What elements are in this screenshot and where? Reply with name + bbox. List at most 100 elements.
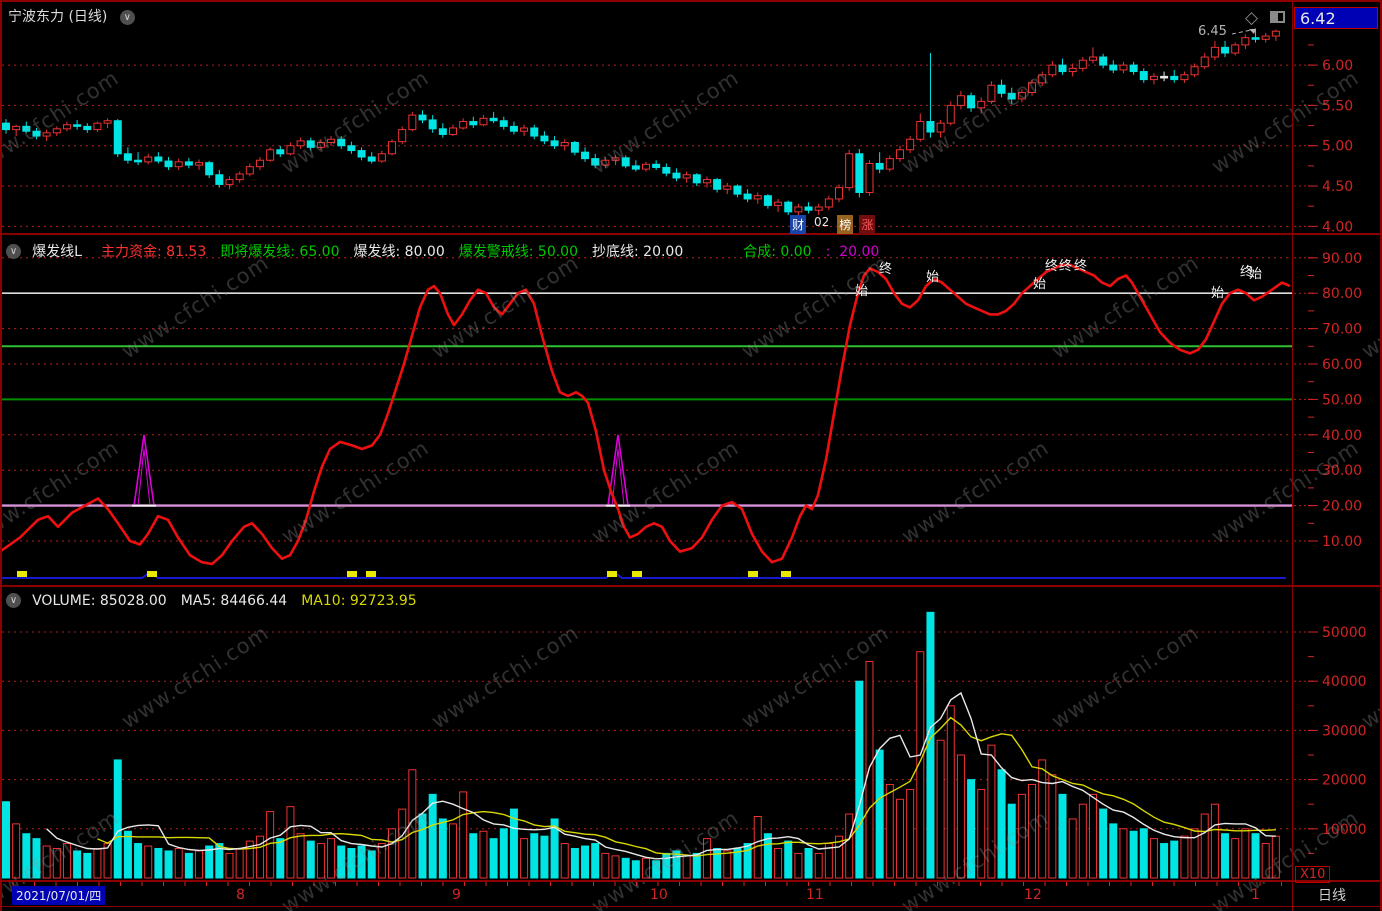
candle bbox=[774, 201, 783, 206]
candle bbox=[550, 140, 559, 147]
collapse-indicator-icon[interactable]: ∨ bbox=[6, 244, 21, 259]
event-badge-row: 财 02 榜涨 bbox=[790, 214, 881, 234]
candle bbox=[1180, 74, 1189, 81]
indicator-value-segment: 抄底线: 20.00 bbox=[592, 244, 684, 260]
candle bbox=[245, 166, 254, 175]
candle bbox=[42, 132, 51, 137]
panel-layout-icon[interactable] bbox=[1270, 11, 1285, 23]
candle bbox=[22, 125, 31, 132]
candle bbox=[997, 84, 1006, 94]
candle bbox=[682, 174, 691, 179]
candle bbox=[103, 120, 112, 124]
event-badge[interactable]: 财 bbox=[790, 215, 807, 234]
candle bbox=[967, 95, 976, 109]
candle bbox=[662, 166, 671, 174]
start-end-marker: 始 bbox=[1033, 277, 1046, 292]
candle bbox=[337, 138, 346, 147]
month-label: 9 bbox=[452, 887, 461, 903]
candle bbox=[1129, 64, 1138, 73]
volume-unit-label: X10 bbox=[1295, 866, 1331, 883]
candle bbox=[824, 198, 833, 208]
candle bbox=[702, 179, 711, 184]
candle bbox=[946, 104, 955, 124]
candle bbox=[804, 206, 813, 211]
border-left bbox=[0, 0, 2, 911]
candle bbox=[1149, 75, 1158, 81]
axis-divider bbox=[1292, 0, 1293, 911]
candle bbox=[1068, 67, 1077, 73]
candle bbox=[509, 125, 518, 132]
candle bbox=[784, 201, 793, 213]
price-axis-label: 4.00 bbox=[1322, 219, 1353, 235]
candle bbox=[1109, 64, 1118, 71]
candle bbox=[225, 179, 234, 185]
candle bbox=[62, 124, 71, 130]
start-end-marker: 终 bbox=[879, 261, 892, 277]
candle bbox=[286, 145, 295, 155]
candle bbox=[347, 145, 356, 152]
start-end-marker: 始 bbox=[855, 284, 868, 299]
candle bbox=[692, 174, 701, 184]
collapse-volume-icon[interactable]: ∨ bbox=[6, 593, 21, 608]
candle bbox=[174, 161, 183, 168]
candle bbox=[459, 121, 468, 129]
candle bbox=[235, 173, 244, 181]
candle bbox=[12, 125, 21, 131]
candle bbox=[1160, 75, 1169, 79]
event-badge[interactable]: 涨 bbox=[859, 215, 876, 234]
candle bbox=[489, 117, 498, 122]
indicator-values: 主力资金: 81.53 即将爆发线: 65.00 爆发线: 80.00 爆发警戒线: … bbox=[101, 241, 893, 260]
candle bbox=[377, 153, 386, 162]
candle bbox=[570, 142, 579, 153]
candle bbox=[652, 163, 661, 168]
candle bbox=[1170, 75, 1179, 81]
candle bbox=[388, 141, 397, 155]
candle bbox=[296, 140, 305, 147]
candle bbox=[1261, 35, 1270, 40]
candle bbox=[601, 159, 610, 166]
candle bbox=[73, 124, 82, 127]
candle bbox=[398, 129, 407, 143]
candle bbox=[469, 121, 478, 126]
candle bbox=[560, 142, 569, 147]
last-price-box: 6.42 bbox=[1294, 7, 1378, 29]
candle bbox=[936, 122, 945, 133]
candle bbox=[215, 174, 224, 185]
event-badge[interactable]: 榜 bbox=[837, 215, 854, 234]
event-badge[interactable]: 02 bbox=[814, 215, 830, 229]
candle bbox=[753, 195, 762, 200]
candle bbox=[1271, 30, 1280, 37]
start-end-marker: 终 bbox=[1240, 264, 1253, 280]
page-title: 宁波东力 (日线) bbox=[8, 9, 108, 25]
candle bbox=[621, 157, 630, 167]
volume-axis-label: 50000 bbox=[1322, 625, 1367, 641]
indicator-axis-label: 50.00 bbox=[1322, 392, 1362, 408]
price-axis-label: 6.00 bbox=[1322, 58, 1353, 74]
candle bbox=[255, 159, 264, 168]
period-selector[interactable]: 日线 bbox=[1318, 888, 1346, 904]
candle bbox=[855, 153, 864, 193]
start-end-marker: 始 bbox=[1211, 286, 1224, 301]
candle bbox=[1058, 64, 1067, 73]
candle bbox=[316, 142, 325, 148]
chevron-down-icon[interactable]: ∨ bbox=[119, 9, 135, 25]
candle bbox=[1099, 56, 1108, 66]
indicator-value-segment: 爆发警戒线: 50.00 bbox=[458, 244, 578, 260]
title-bar: 宁波东力 (日线) ∨ bbox=[8, 6, 141, 26]
candle bbox=[713, 179, 722, 190]
candle bbox=[367, 156, 376, 162]
candle bbox=[875, 162, 884, 170]
indicator-axis-label: 80.00 bbox=[1322, 286, 1362, 302]
candle bbox=[1088, 56, 1097, 61]
volume-value-segment: MA10: 92723.95 bbox=[301, 593, 417, 609]
candle bbox=[1241, 37, 1250, 46]
candle bbox=[987, 84, 996, 102]
candle bbox=[1139, 71, 1148, 81]
candle bbox=[1190, 66, 1199, 76]
start-end-marker: 终 bbox=[1059, 258, 1072, 274]
indicator-value-segment: 主力资金: 81.53 bbox=[101, 244, 207, 260]
candle bbox=[113, 120, 122, 155]
diamond-icon[interactable]: ◇ bbox=[1245, 8, 1259, 28]
candle bbox=[581, 151, 590, 160]
